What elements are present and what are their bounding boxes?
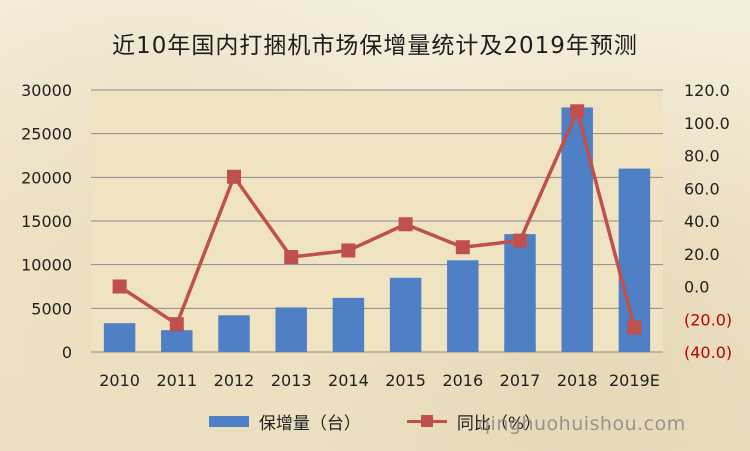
point [112,279,127,294]
legend-item-bars[interactable]: 保增量（台） [208,409,361,434]
legend-line-marker [420,415,433,427]
bar [504,234,536,352]
point [284,250,299,265]
bar [332,297,365,352]
y-right-tick-label: 120.0 [684,81,730,100]
x-tick-label: 2013 [271,371,312,390]
y-right-tick-label: (20.0) [684,310,732,329]
y-right-tick-label: 80.0 [684,147,720,166]
legend: 保增量（台） 同比（%） [0,406,750,436]
bar [389,277,422,352]
bar [103,323,136,352]
bar [447,260,479,352]
x-tick-label: 2011 [156,371,197,390]
x-axis-ticks: 2010 2011 2012 2013 2014 2015 2016 2017 2018 2019… [99,371,660,390]
bar [275,307,307,352]
bar [161,330,193,352]
right-axis-ticks: (40.0) (20.0) 0.0 20.0 40.0 60.0 80.0 100.0 120.… [684,81,732,362]
legend-line-swatch [406,414,447,428]
x-tick-label: 2016 [442,371,483,390]
point [341,243,356,258]
y-right-tick-label: 20.0 [684,245,720,264]
y-left-tick-label: 15000 [21,212,72,231]
y-left-tick-label: 10000 [21,256,72,275]
chart-title: 近10年国内打捆机市场保增量统计及2019年预测 [112,33,638,59]
y-right-tick-label: 0.0 [684,278,709,297]
y-right-tick-label: 100.0 [684,114,730,133]
x-tick-label: 2017 [500,371,541,390]
point [169,317,184,332]
y-right-tick-label: (40.0) [684,343,732,362]
point [513,233,527,248]
y-left-tick-label: 25000 [21,125,72,144]
y-left-tick-label: 0 [62,343,72,362]
x-tick-label: 2010 [99,371,140,390]
yoy-line [118,109,637,328]
left-axis-ticks: 0 5000 10000 15000 20000 25000 30000 [21,81,72,362]
x-tick-label: 2015 [385,371,426,390]
bar [218,315,250,352]
watermark-text: qinghuohuishou.com [478,413,686,435]
legend-bar-swatch [208,415,249,427]
legend-item-line[interactable]: 同比（%） [406,409,542,434]
point [627,320,642,335]
y-left-tick-label: 5000 [31,299,72,318]
x-tick-label: 2018 [557,371,598,390]
point [398,217,413,232]
y-right-tick-label: 60.0 [684,179,720,198]
x-tick-label: 2012 [214,371,255,390]
bar [561,107,593,352]
y-left-tick-label: 20000 [21,168,72,187]
x-tick-label: 2014 [328,371,369,390]
point [227,169,241,184]
point [570,104,585,119]
legend-label-line: 同比（%） [456,413,542,434]
legend-label-bars: 保增量（台） [258,413,361,434]
y-left-tick-label: 30000 [21,81,72,100]
y-right-tick-label: 40.0 [684,212,720,231]
line-series [112,104,642,335]
x-tick-label: 2019E [609,371,660,390]
point [455,240,470,255]
